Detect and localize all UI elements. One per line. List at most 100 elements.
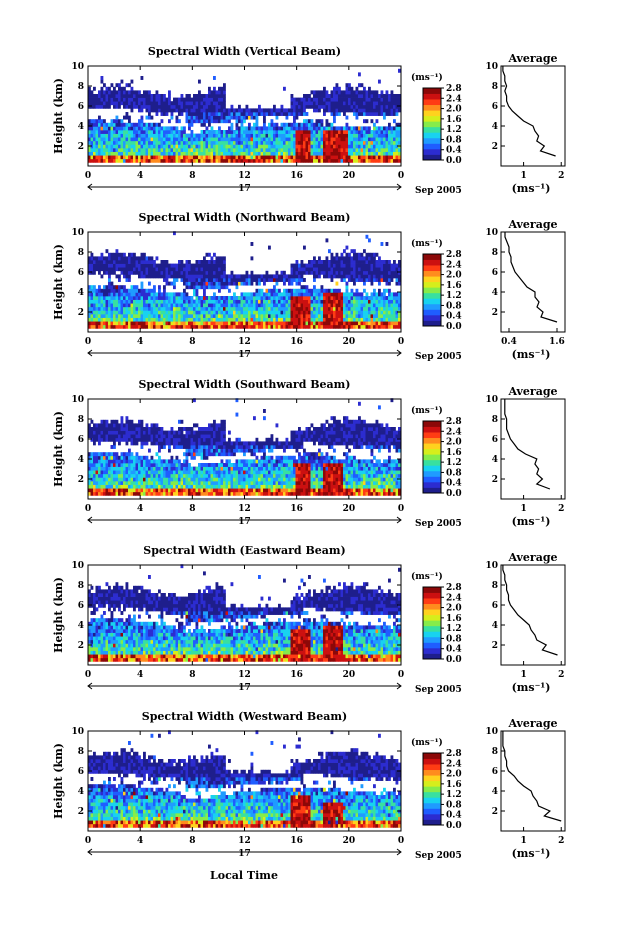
colorbar-tick-label: 2.0 [446,105,462,115]
colorbar-tick-label: 0.0 [446,489,462,499]
colorbar-tick-label: 0.8 [446,135,462,145]
date-label: Sep 2005 [415,851,462,861]
x-tick-label: 0 [85,670,91,680]
colorbar-tick-label: 0.8 [446,468,462,478]
x-tick-label: 4 [137,670,143,680]
x-tick-label: 16 [290,337,303,347]
average-title: Average [507,218,557,231]
avg-x-tick-label: 1 [520,670,526,680]
colorbar-tick-label: 2.0 [446,271,462,281]
y-tick-label: 8 [78,82,84,92]
y-axis-label: Height (km) [52,577,65,653]
avg-x-axis-label: (ms⁻¹) [512,515,551,528]
x-tick-label: 12 [238,337,251,347]
y-tick-label: 4 [78,621,84,631]
y-tick-label: 8 [78,415,84,425]
colorbar-tick-label: 0.0 [446,322,462,332]
x-tick-label: 4 [137,836,143,846]
x-tick-label: 8 [189,504,195,514]
heatmap-cells [88,730,401,828]
x-tick-label: 0 [398,337,404,347]
x-tick-label: 20 [343,836,356,846]
x-tick-label: 8 [189,337,195,347]
avg-y-tick-label: 10 [485,561,498,571]
y-tick-label: 6 [78,601,84,611]
y-axis-label: Height (km) [52,244,65,320]
colorbar-tick-label: 2.0 [446,770,462,780]
avg-x-tick-label: 2 [558,171,564,181]
x-tick-label: 20 [343,504,356,514]
x-tick-label: 20 [343,337,356,347]
x-tick-label: 4 [137,504,143,514]
average-profile-line [504,399,551,490]
y-tick-label: 6 [78,435,84,445]
colorbar-tick-label: 1.6 [446,780,462,790]
colorbar [422,752,442,826]
panel-title: Spectral Width (Vertical Beam) [148,45,341,58]
avg-y-tick-label: 6 [492,268,498,278]
y-axis-label: Height (km) [52,78,65,154]
y-tick-label: 6 [78,767,84,777]
y-tick-label: 10 [71,62,84,72]
heatmap-cells [88,398,401,496]
date-label: Sep 2005 [415,352,462,362]
y-tick-label: 4 [78,787,84,797]
colorbar-tick-label: 2.4 [446,759,462,769]
date-label: Sep 2005 [415,519,462,529]
x-tick-label: 4 [137,337,143,347]
colorbar-tick-label: 1.6 [446,614,462,624]
date-label: Sep 2005 [415,186,462,196]
avg-x-tick-label: 1 [520,504,526,514]
avg-y-tick-label: 8 [492,415,498,425]
colorbar-unit-label: (ms⁻¹) [411,405,443,416]
x-tick-label: 0 [85,337,91,347]
average-title: Average [507,717,557,730]
x-tick-label: 12 [238,171,251,181]
avg-x-tick-label: 2 [558,836,564,846]
colorbar-tick-label: 1.6 [446,448,462,458]
colorbar-tick-label: 0.0 [446,821,462,831]
colorbar-tick-label: 2.4 [446,427,462,437]
x-tick-label: 0 [85,171,91,181]
x-tick-label: 0 [398,171,404,181]
colorbar-unit-label: (ms⁻¹) [411,571,443,582]
colorbar-tick-label: 2.0 [446,604,462,614]
colorbar-tick-label: 1.6 [446,115,462,125]
x-axis-label: Local Time [210,869,278,882]
colorbar-unit-label: (ms⁻¹) [411,238,443,249]
x-tick-label: 8 [189,836,195,846]
avg-y-tick-label: 4 [492,288,498,298]
y-tick-label: 4 [78,122,84,132]
avg-y-tick-label: 4 [492,122,498,132]
y-axis-label: Height (km) [52,743,65,819]
avg-y-tick-label: 10 [485,228,498,238]
x-tick-label: 20 [343,171,356,181]
colorbar-tick-label: 2.8 [446,250,462,260]
average-frame [500,730,566,832]
day-label: 17 [238,849,251,859]
avg-y-tick-label: 2 [492,142,498,152]
average-title: Average [507,52,557,65]
x-tick-label: 12 [238,504,251,514]
average-profile-line [502,66,556,157]
panel-title: Spectral Width (Westward Beam) [142,710,347,723]
x-tick-label: 16 [290,670,303,680]
average-title: Average [507,385,557,398]
day-label: 17 [238,184,251,194]
x-tick-label: 12 [238,670,251,680]
y-tick-label: 2 [78,475,84,485]
x-tick-label: 0 [85,836,91,846]
average-title: Average [507,551,557,564]
avg-x-tick-label: 1.6 [549,337,565,347]
average-frame [500,65,566,167]
avg-y-tick-label: 4 [492,787,498,797]
x-tick-label: 16 [290,504,303,514]
average-profile-line [502,731,562,822]
average-profile-line [502,565,558,656]
avg-y-tick-label: 8 [492,747,498,757]
y-tick-label: 4 [78,288,84,298]
avg-y-tick-label: 8 [492,581,498,591]
colorbar-tick-label: 0.0 [446,655,462,665]
colorbar-tick-label: 2.8 [446,583,462,593]
